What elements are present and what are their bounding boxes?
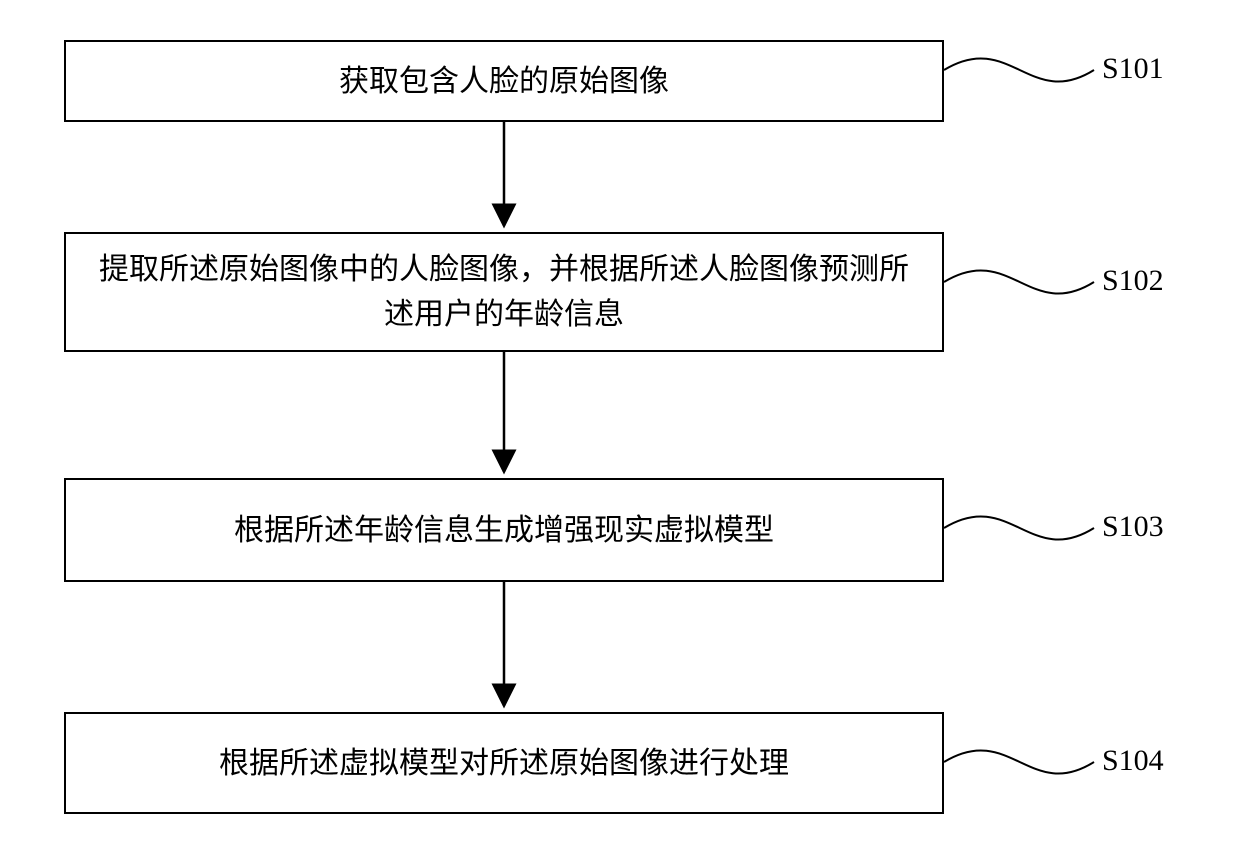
arrow-3-4 [0, 0, 1240, 864]
